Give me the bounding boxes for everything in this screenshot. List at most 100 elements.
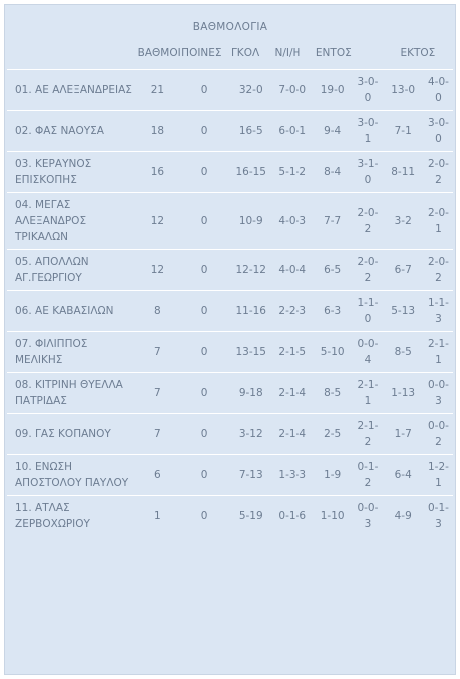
stat-cell: 10-9 — [228, 192, 273, 250]
stat-cell: 2-0-2 — [423, 249, 453, 291]
stat-cell: 2-5 — [311, 413, 354, 455]
stat-cell: 18 — [135, 110, 180, 152]
standings-table: ΒΑΘΜΟΙ ΠΟΙΝΕΣ ΓΚΟΛ Ν/Ι/Η ΕΝΤΟΣ ΕΚΤΟΣ 01. ΑΕ Α… — [7, 39, 453, 536]
stat-cell: 2-1-4 — [272, 372, 312, 414]
stat-cell: 7 — [135, 331, 180, 373]
column-header: ΓΚΟΛ — [230, 47, 260, 59]
stat-cell: 3-0-1 — [353, 110, 383, 152]
stat-cell: 3-1-0 — [353, 151, 383, 193]
team-row: 04. ΜΕΓΑΣ ΑΛΕΞΑΝΔΡΟΣ ΤΡΙΚΑΛΩΝ 12 0 10-9 4-0-… — [7, 192, 453, 250]
stat-cell: 9-4 — [311, 110, 354, 152]
stat-cell: 0-1-6 — [272, 495, 312, 536]
team-name: 10. ΕΝΩΣΗ ΑΠΟΣΤΟΛΟΥ ΠΑΥΛΟΥ — [7, 454, 136, 496]
stat-cell: 0 — [179, 69, 229, 111]
column-header: ΒΑΘΜΟΙ — [137, 47, 181, 59]
stat-cell: 3-0-0 — [353, 69, 383, 111]
stat-cell: 9-18 — [228, 372, 273, 414]
table-title: ΒΑΘΜΟΛΟΓΙΑ — [192, 21, 268, 33]
stat-cell: 0 — [179, 192, 229, 250]
stat-cell: 6-5 — [311, 249, 354, 291]
stat-cell: 6 — [135, 454, 180, 496]
column-header: ΕΝΤΟΣ — [315, 47, 352, 59]
stat-cell: 1 — [135, 495, 180, 536]
stat-cell: 7-7 — [311, 192, 354, 250]
team-name: 03. ΚΕΡΑΥΝΟΣ ΕΠΙΣΚΟΠΗΣ — [7, 151, 136, 193]
stat-cell: 2-2-3 — [272, 290, 312, 332]
stat-cell: 8 — [135, 290, 180, 332]
stat-cell: 3-12 — [228, 413, 273, 455]
team-row: 09. ΓΑΣ ΚΟΠΑΝΟΥ 7 0 3-12 2-1-4 2-5 2-1-2 1-7 0-0… — [7, 413, 453, 455]
team-row: 11. ΑΤΛΑΣ ΖΕΡΒΟΧΩΡΙΟΥ 1 0 5-19 0-1-6 1-10 0-0-… — [7, 495, 453, 536]
stat-cell: 2-1-4 — [272, 413, 312, 455]
stat-cell: 1-1-3 — [423, 290, 453, 332]
stat-cell: 1-1-0 — [353, 290, 383, 332]
team-name: 11. ΑΤΛΑΣ ΖΕΡΒΟΧΩΡΙΟΥ — [7, 495, 136, 536]
stat-cell: 2-1-5 — [272, 331, 312, 373]
stat-cell: 19-0 — [311, 69, 354, 111]
stat-cell: 0-0-2 — [423, 413, 453, 455]
team-row: 03. ΚΕΡΑΥΝΟΣ ΕΠΙΣΚΟΠΗΣ 16 0 16-15 5-1-2 8-4 3-… — [7, 151, 453, 193]
stat-cell: 1-3-3 — [272, 454, 312, 496]
stat-cell: 13-0 — [382, 69, 424, 111]
stat-cell: 12 — [135, 192, 180, 250]
header-row: ΒΑΘΜΟΙ ΠΟΙΝΕΣ ΓΚΟΛ Ν/Ι/Η ΕΝΤΟΣ ΕΚΤΟΣ — [7, 39, 453, 70]
stat-cell: 2-0-2 — [353, 249, 383, 291]
team-name: 09. ΓΑΣ ΚΟΠΑΝΟΥ — [7, 413, 136, 455]
stat-cell: 0-1-2 — [353, 454, 383, 496]
team-row: 10. ΕΝΩΣΗ ΑΠΟΣΤΟΛΟΥ ΠΑΥΛΟΥ 6 0 7-13 1-3-3 1-9… — [7, 454, 453, 496]
column-header: Ν/Ι/Η — [274, 47, 301, 59]
team-name: 07. ΦΙΛΙΠΠΟΣ ΜΕΛΙΚΗΣ — [7, 331, 136, 373]
stat-cell: 0 — [179, 454, 229, 496]
team-name: 08. ΚΙΤΡΙΝΗ ΘΥΕΛΛΑ ΠΑΤΡΙΔΑΣ — [7, 372, 136, 414]
stat-cell: 32-0 — [228, 69, 273, 111]
table-body: 01. ΑΕ ΑΛΕΞΑΝΔΡΕΙΑΣ 21 0 32-0 7-0-0 19-0 3-0-0… — [7, 69, 453, 536]
blank-header — [7, 39, 136, 70]
stat-cell: 7-0-0 — [272, 69, 312, 111]
stat-cell: 16-5 — [228, 110, 273, 152]
stat-cell: 8-11 — [382, 151, 424, 193]
team-name: 06. ΑΕ ΚΑΒΑΣΙΛΩΝ — [7, 290, 136, 332]
stat-cell: 4-0-0 — [423, 69, 453, 111]
team-name: 05. ΑΠΟΛΛΩΝ ΑΓ.ΓΕΩΡΓΙΟΥ — [7, 249, 136, 291]
stat-cell: 12-12 — [228, 249, 273, 291]
stat-cell: 0-0-3 — [353, 495, 383, 536]
stat-cell: 16 — [135, 151, 180, 193]
stat-cell: 21 — [135, 69, 180, 111]
team-row: 02. ΦΑΣ ΝΑΟΥΣΑ 18 0 16-5 6-0-1 9-4 3-0-1 7-1 3-0… — [7, 110, 453, 152]
stat-cell: 3-0-0 — [423, 110, 453, 152]
stat-cell: 0-1-3 — [423, 495, 453, 536]
stat-cell: 0 — [179, 331, 229, 373]
stat-cell: 1-13 — [382, 372, 424, 414]
stat-cell: 8-4 — [311, 151, 354, 193]
stat-cell: 5-1-2 — [272, 151, 312, 193]
standings-panel: ΒΑΘΜΟΛΟΓΙΑ ΒΑΘΜΟΙ ΠΟΙΝΕΣ ΓΚΟΛ Ν/Ι/Η ΕΝΤΟΣ ΕΚΤ… — [4, 4, 456, 675]
stat-cell: 1-10 — [311, 495, 354, 536]
stat-cell: 12 — [135, 249, 180, 291]
stat-cell: 11-16 — [228, 290, 273, 332]
team-row: 01. ΑΕ ΑΛΕΞΑΝΔΡΕΙΑΣ 21 0 32-0 7-0-0 19-0 3-0-0… — [7, 69, 453, 111]
stat-cell: 6-4 — [382, 454, 424, 496]
stat-cell: 6-3 — [311, 290, 354, 332]
team-name: 04. ΜΕΓΑΣ ΑΛΕΞΑΝΔΡΟΣ ΤΡΙΚΑΛΩΝ — [7, 192, 136, 250]
stat-cell: 1-2-1 — [423, 454, 453, 496]
stat-cell: 0 — [179, 413, 229, 455]
stat-cell: 5-13 — [382, 290, 424, 332]
stat-cell: 4-9 — [382, 495, 424, 536]
stat-cell: 2-0-2 — [423, 151, 453, 193]
stat-cell: 0 — [179, 372, 229, 414]
stat-cell: 2-1-1 — [353, 372, 383, 414]
stat-cell: 6-0-1 — [272, 110, 312, 152]
stat-cell: 2-1-2 — [353, 413, 383, 455]
column-header: ΕΚΤΟΣ — [400, 47, 436, 59]
team-row: 06. ΑΕ ΚΑΒΑΣΙΛΩΝ 8 0 11-16 2-2-3 6-3 1-1-0 5-13… — [7, 290, 453, 332]
team-row: 07. ΦΙΛΙΠΠΟΣ ΜΕΛΙΚΗΣ 7 0 13-15 2-1-5 5-10 0-0-… — [7, 331, 453, 373]
stat-cell: 2-0-1 — [423, 192, 453, 250]
stat-cell: 7-1 — [382, 110, 424, 152]
stat-cell: 8-5 — [311, 372, 354, 414]
column-header: ΠΟΙΝΕΣ — [181, 47, 222, 59]
stat-cell: 7-13 — [228, 454, 273, 496]
stat-cell: 8-5 — [382, 331, 424, 373]
stat-cell: 5-10 — [311, 331, 354, 373]
stat-cell: 5-19 — [228, 495, 273, 536]
stat-cell: 2-0-2 — [353, 192, 383, 250]
